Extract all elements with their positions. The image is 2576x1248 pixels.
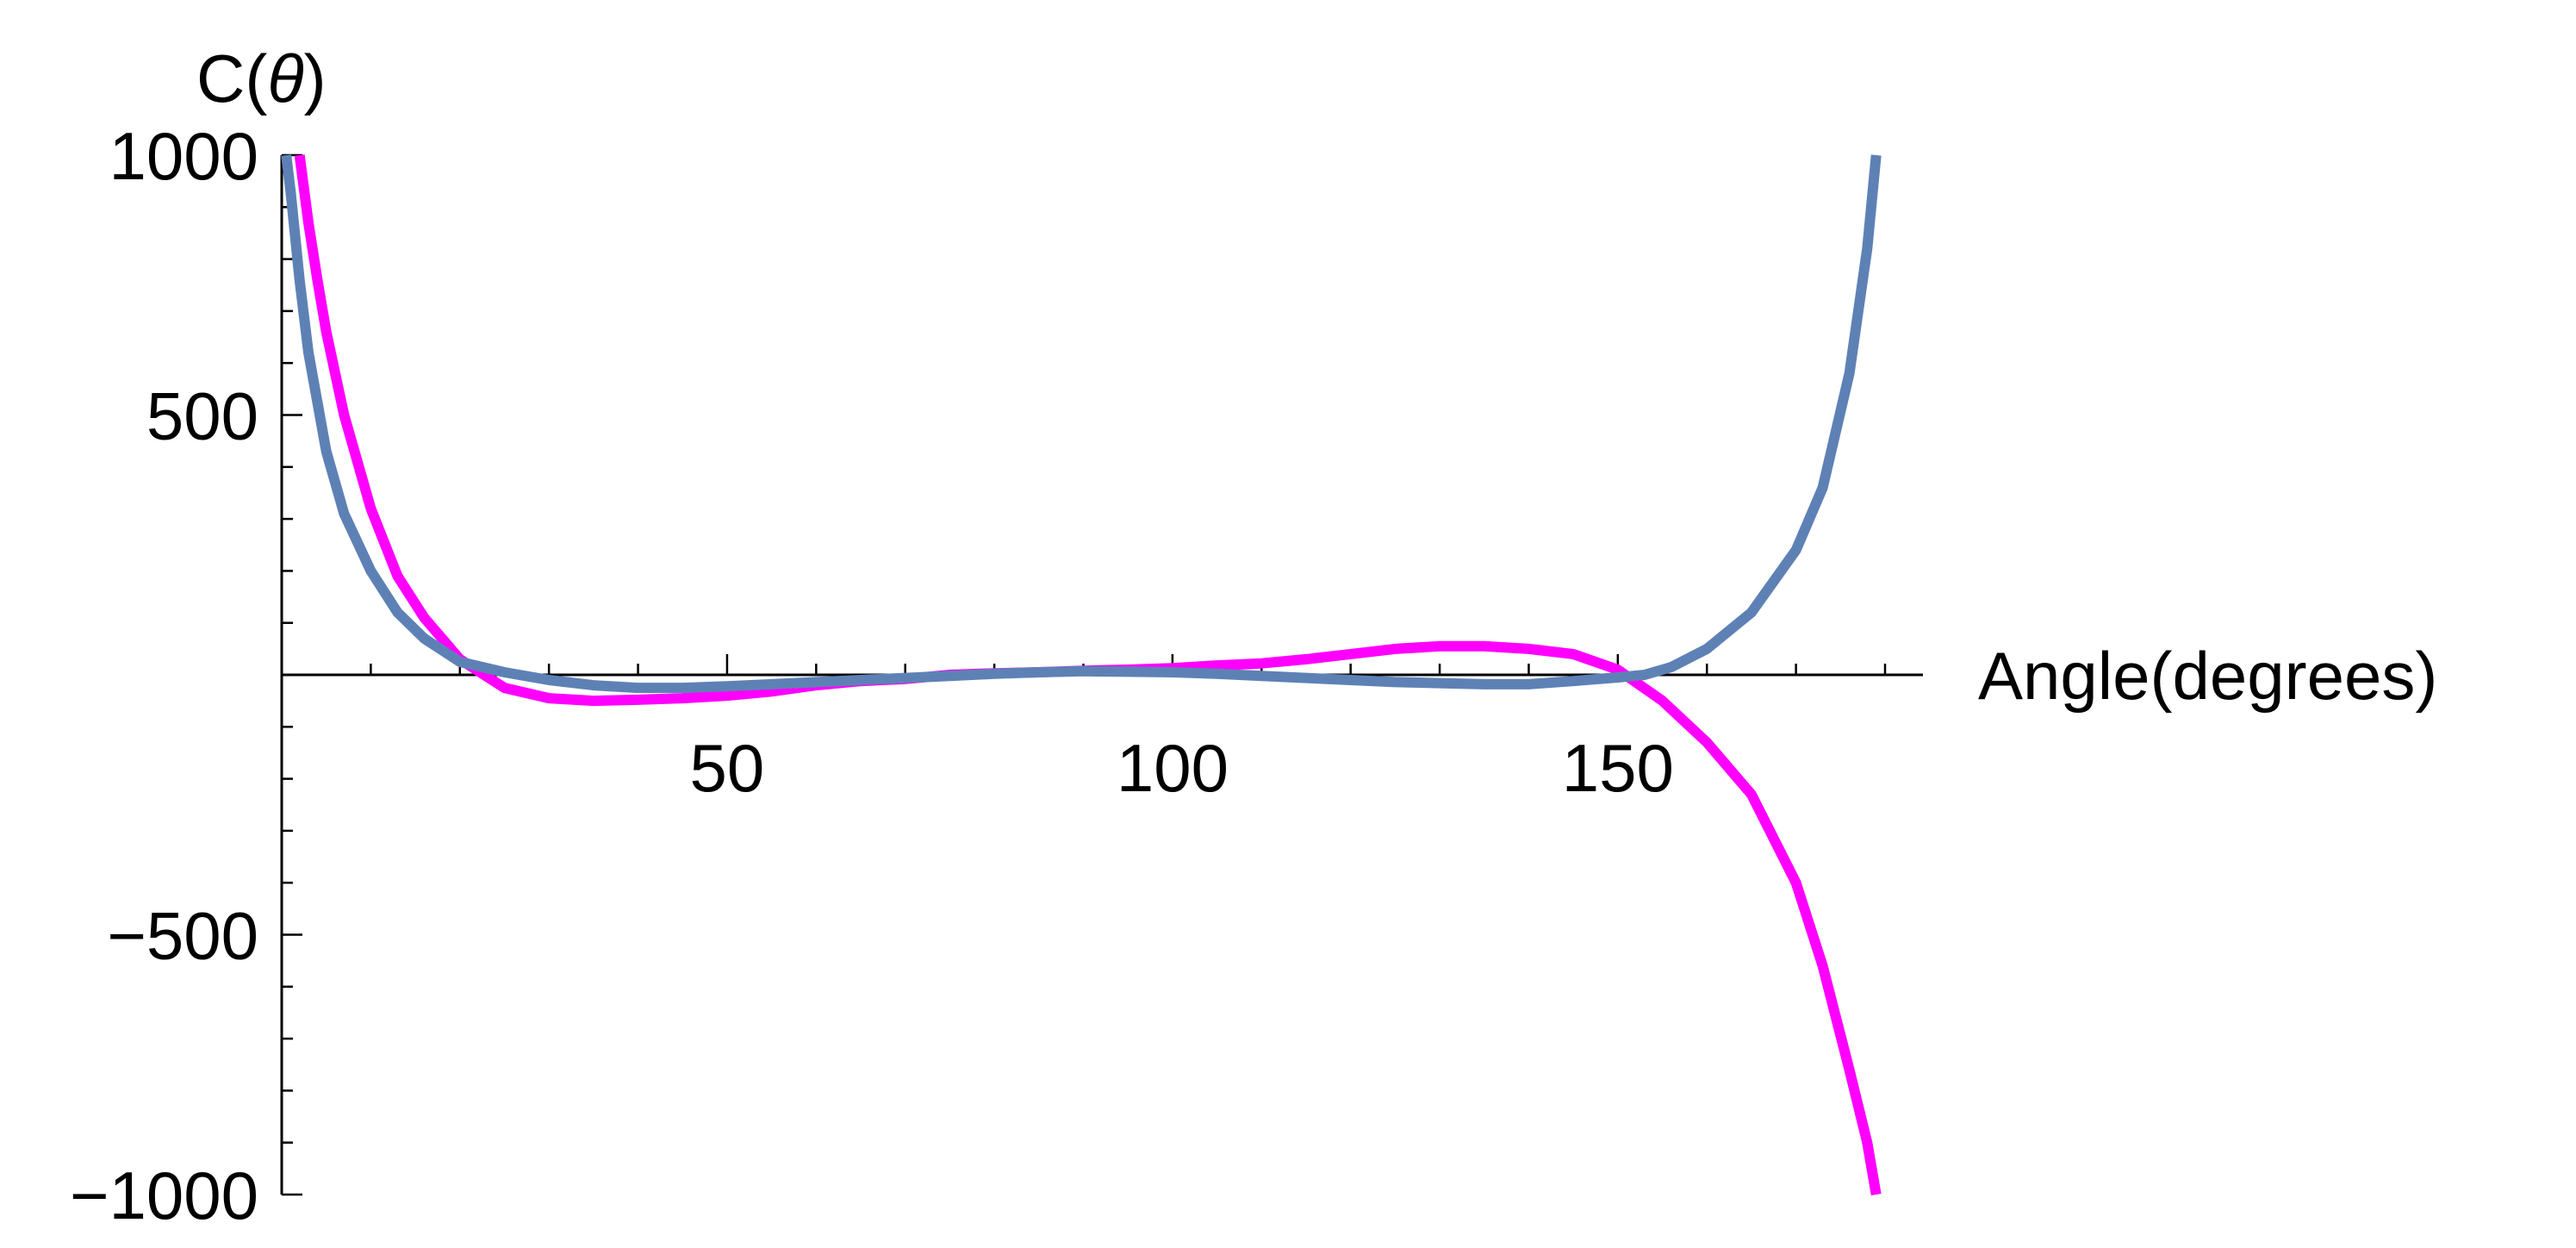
y-tick-label: −500 [107, 898, 258, 974]
x-tick-label: 50 [690, 730, 765, 806]
y-axis-title: C(θ) [196, 41, 327, 116]
y-axis-title-prefix: C( [196, 41, 267, 116]
y-axis-title-suffix: ) [304, 41, 327, 116]
y-tick-labels: 1000 500 −500 −1000 [70, 118, 258, 1233]
y-tick-label: 500 [146, 378, 258, 454]
y-tick-label: −1000 [70, 1158, 258, 1233]
x-tick-label: 150 [1562, 730, 1674, 806]
x-tick-label: 100 [1117, 730, 1229, 806]
x-tick-labels: 50 100 150 [690, 730, 1674, 806]
x-axis-title: Angle(degrees) [1978, 638, 2437, 714]
series-line-2 [281, 154, 1882, 694]
minor-ticks [282, 206, 1887, 1144]
y-tick-label: 1000 [109, 118, 258, 194]
series-layer [281, 154, 1882, 1196]
y-axis-title-symbol: θ [267, 41, 303, 116]
